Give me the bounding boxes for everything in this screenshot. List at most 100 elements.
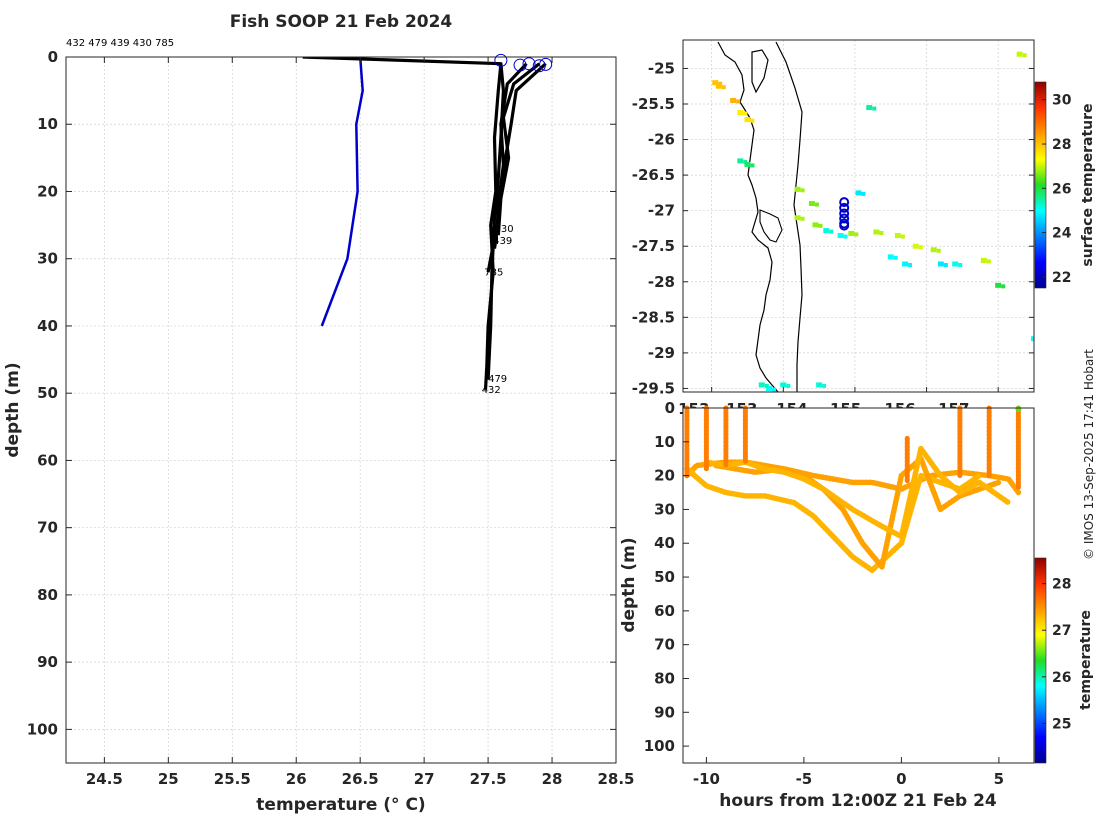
temperature-colorbar: [1034, 557, 1047, 764]
sst-pixel: [743, 159, 748, 164]
sst-pixel: [744, 117, 751, 123]
map-y-tick-label: -27: [648, 202, 675, 220]
sst-pixel: [822, 383, 827, 388]
sst-pixel: [980, 257, 987, 263]
profile-surface-marker: [539, 57, 553, 71]
sst-pixel: [718, 81, 723, 86]
shelf-contour: [775, 41, 803, 392]
time-x-label: hours from 12:00Z 21 Feb 24: [719, 791, 997, 811]
time-x-tick-label: 5: [994, 770, 1004, 788]
depth-time-frame: [682, 407, 1035, 764]
profile-y-tick-label: 80: [37, 586, 58, 604]
sst-pixel: [829, 229, 834, 234]
sst-pixel: [800, 216, 805, 221]
temperature-colorbar-tick-label: 27: [1052, 623, 1071, 639]
ship-track-marker: [839, 197, 850, 208]
map-y-tick-label: -26.5: [632, 166, 675, 184]
profile-title: Fish SOOP 21 Feb 2024: [230, 12, 453, 32]
sst-pixel: [843, 234, 848, 239]
sst-pixel: [894, 233, 901, 239]
profile-y-tick-label: 50: [37, 384, 58, 402]
sst-pixel: [893, 255, 898, 260]
profile-surface-marker: [513, 58, 527, 72]
sst-pixel: [814, 202, 819, 207]
profile-series-479: [486, 63, 505, 380]
map-grid: [683, 40, 1034, 392]
sst-colorbar-tick-label: 28: [1052, 137, 1071, 153]
surface-point: [1015, 406, 1022, 413]
profile-y-tick-label: 100: [27, 720, 58, 738]
profile-series-785: [486, 62, 547, 273]
sst-pixel: [737, 110, 744, 116]
sst-pixel: [866, 105, 873, 111]
sst-pixel: [794, 215, 801, 221]
time-x-tick-label: -10: [693, 770, 720, 788]
profile-x-tick-label: 28: [542, 770, 563, 788]
sst-pixel: [1037, 338, 1041, 342]
sst-colorbar-tick-label: 22: [1052, 270, 1071, 286]
sst-pixel: [936, 248, 941, 253]
sst-pixel: [816, 382, 823, 388]
time-x-tick-label: 0: [896, 770, 906, 788]
sst-pixel: [930, 247, 937, 253]
profile-y-tick-label: 10: [37, 115, 58, 133]
time-x-tick-label: -5: [796, 770, 813, 788]
profile-cast-tag: 432: [482, 385, 501, 396]
sst-pixel: [730, 97, 737, 103]
profile-y-label: depth (m): [3, 362, 23, 457]
profile-x-label: temperature (° C): [256, 795, 425, 815]
profile-x-tick-label: 26.5: [342, 770, 379, 788]
time-y-tick-label: 30: [654, 500, 675, 518]
profile-y-tick-label: 40: [37, 317, 58, 335]
time-y-label: depth (m): [619, 537, 639, 632]
temperature-colorbar-tick-label: 25: [1052, 716, 1071, 732]
temperature-colorbar-tick-label: 26: [1052, 670, 1071, 686]
sst-pixel: [794, 186, 801, 192]
sst-pixel: [780, 382, 787, 388]
profile-x-tick-label: 28.5: [597, 770, 634, 788]
sst-pixel: [912, 243, 919, 249]
sst-pixel: [750, 118, 755, 123]
time-y-tick-label: 20: [654, 467, 675, 485]
profile-y-tick-label: 30: [37, 250, 58, 268]
profile-x-tick-label: 27.5: [470, 770, 507, 788]
profile-id-list: 432 479 439 430 785: [66, 38, 174, 49]
profile-surface-marker: [522, 57, 536, 71]
time-y-tick-label: 10: [654, 433, 675, 451]
sst-pixel: [737, 158, 744, 164]
map-y-tick-label: -29: [648, 344, 675, 362]
sst-pixel: [872, 106, 877, 111]
sst-colorbar-tick-label: 26: [1052, 181, 1071, 197]
profile-surface-marker: [532, 59, 546, 73]
depth-time-chart: -10 -5 0 5 0 10 20 30 40 50 60 70 80 90 100 hours fro…: [619, 399, 1094, 811]
time-y-tick-label: 40: [654, 534, 675, 552]
map-y-tick-label: -25.5: [632, 95, 675, 113]
sst-pixel: [1031, 336, 1034, 342]
sst-pixel: [861, 191, 866, 196]
sst-pixel: [943, 263, 948, 267]
sst-pixel: [918, 245, 923, 250]
glider-depth-track: [684, 466, 983, 574]
profile-frame: [65, 56, 617, 764]
time-y-tick-label: 60: [654, 602, 675, 620]
sst-pixel: [855, 190, 862, 196]
sst-pixel: [818, 223, 823, 228]
profile-cast-tag: 785: [484, 268, 503, 279]
sst-pixel: [812, 222, 819, 228]
map-chart: -25 -25.5 -26 -26.5 -27 -27.5 -28 -28.5 -29 -29.5…: [632, 39, 1096, 418]
sst-pixel: [721, 85, 726, 90]
coastline: [717, 41, 779, 392]
sst-pixel: [937, 261, 944, 267]
time-y-tick-label: 70: [654, 636, 675, 654]
map-y-tick-label: -28.5: [632, 308, 675, 326]
profile-y-tick-label: 0: [48, 48, 58, 66]
temperature-colorbar-label: temperature: [1078, 610, 1094, 710]
sst-pixel: [808, 201, 815, 207]
profile-series-432: [302, 57, 503, 390]
sst-pixel: [771, 387, 776, 392]
map-y-tick-label: -27.5: [632, 237, 675, 255]
time-y-tick-label: 50: [654, 568, 675, 586]
sst-pixel: [765, 385, 772, 391]
